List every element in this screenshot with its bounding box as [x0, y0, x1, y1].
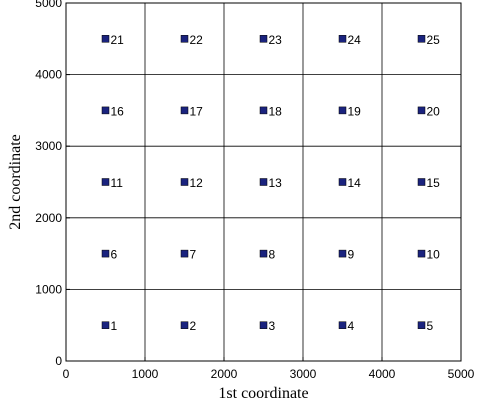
data-point-marker — [259, 106, 268, 115]
data-point-label: 6 — [111, 248, 118, 262]
data-point-label: 7 — [190, 248, 197, 262]
data-point-marker — [101, 321, 110, 329]
data-point-marker — [180, 321, 189, 329]
data-point-label: 3 — [269, 319, 276, 333]
data-point-label: 22 — [190, 33, 204, 47]
data-point-label: 10 — [427, 248, 441, 262]
data-point-marker — [101, 249, 110, 258]
data-point-marker — [180, 249, 189, 258]
x-tick-label: 2000 — [211, 367, 238, 381]
y-tick-label: 3000 — [35, 139, 62, 153]
tick-layer: 0 1000 2000 3000 4000 5000 0 1000 2000 3000 4000 50… — [35, 0, 474, 381]
data-point-label: 23 — [269, 33, 283, 47]
data-point-marker — [101, 35, 110, 43]
x-tick-label: 1000 — [132, 367, 159, 381]
data-point-marker — [338, 35, 347, 43]
data-point-label: 24 — [348, 33, 362, 47]
x-tick-label: 4000 — [369, 367, 396, 381]
data-point-marker — [417, 35, 426, 43]
data-point-marker — [417, 321, 426, 329]
y-tick-label: 0 — [55, 354, 62, 368]
data-point-marker — [417, 178, 426, 186]
data-point-marker — [338, 321, 347, 329]
y-tick-label: 4000 — [35, 68, 62, 82]
y-axis-title: 2nd coordinate — [7, 134, 24, 230]
data-point-label: 12 — [190, 176, 204, 190]
data-point-marker — [259, 35, 268, 43]
data-point-label: 15 — [427, 176, 441, 190]
data-point-label: 13 — [269, 176, 283, 190]
data-point-label: 1 — [111, 319, 118, 333]
data-point-marker — [259, 249, 268, 258]
data-point-label: 4 — [348, 319, 355, 333]
data-point-label: 8 — [269, 248, 276, 262]
data-point-marker — [417, 249, 426, 258]
data-point-marker — [417, 106, 426, 115]
data-point-label: 9 — [348, 248, 355, 262]
data-point-label: 2 — [190, 319, 197, 333]
y-tick-label: 1000 — [35, 282, 62, 296]
data-point-marker — [101, 178, 110, 186]
data-point-marker — [338, 249, 347, 258]
x-axis-title: 1st coordinate — [218, 385, 308, 402]
data-point-label: 14 — [348, 176, 362, 190]
data-point-label: 21 — [111, 33, 125, 47]
x-tick-label: 0 — [63, 367, 70, 381]
data-point-label: 5 — [427, 319, 434, 333]
grid-layer — [66, 3, 461, 361]
x-tick-label: 5000 — [448, 367, 475, 381]
data-point-marker — [259, 321, 268, 329]
y-tick-label: 2000 — [35, 211, 62, 225]
data-point-marker — [338, 178, 347, 186]
y-tick-label: 5000 — [35, 0, 62, 10]
data-point-marker — [180, 178, 189, 186]
data-point-marker — [180, 35, 189, 43]
data-point-marker — [259, 178, 268, 186]
x-tick-label: 3000 — [290, 367, 317, 381]
data-point-label: 18 — [269, 104, 283, 118]
plot-frame — [65, 2, 462, 362]
data-point-label: 11 — [111, 176, 124, 190]
data-point-label: 25 — [427, 33, 441, 47]
data-point-marker — [180, 106, 189, 115]
data-point-label: 16 — [111, 104, 125, 118]
data-point-label: 17 — [190, 104, 204, 118]
data-point-label: 20 — [427, 104, 441, 118]
data-point-label: 19 — [348, 104, 362, 118]
data-point-marker — [101, 106, 110, 115]
data-point-marker — [338, 106, 347, 115]
